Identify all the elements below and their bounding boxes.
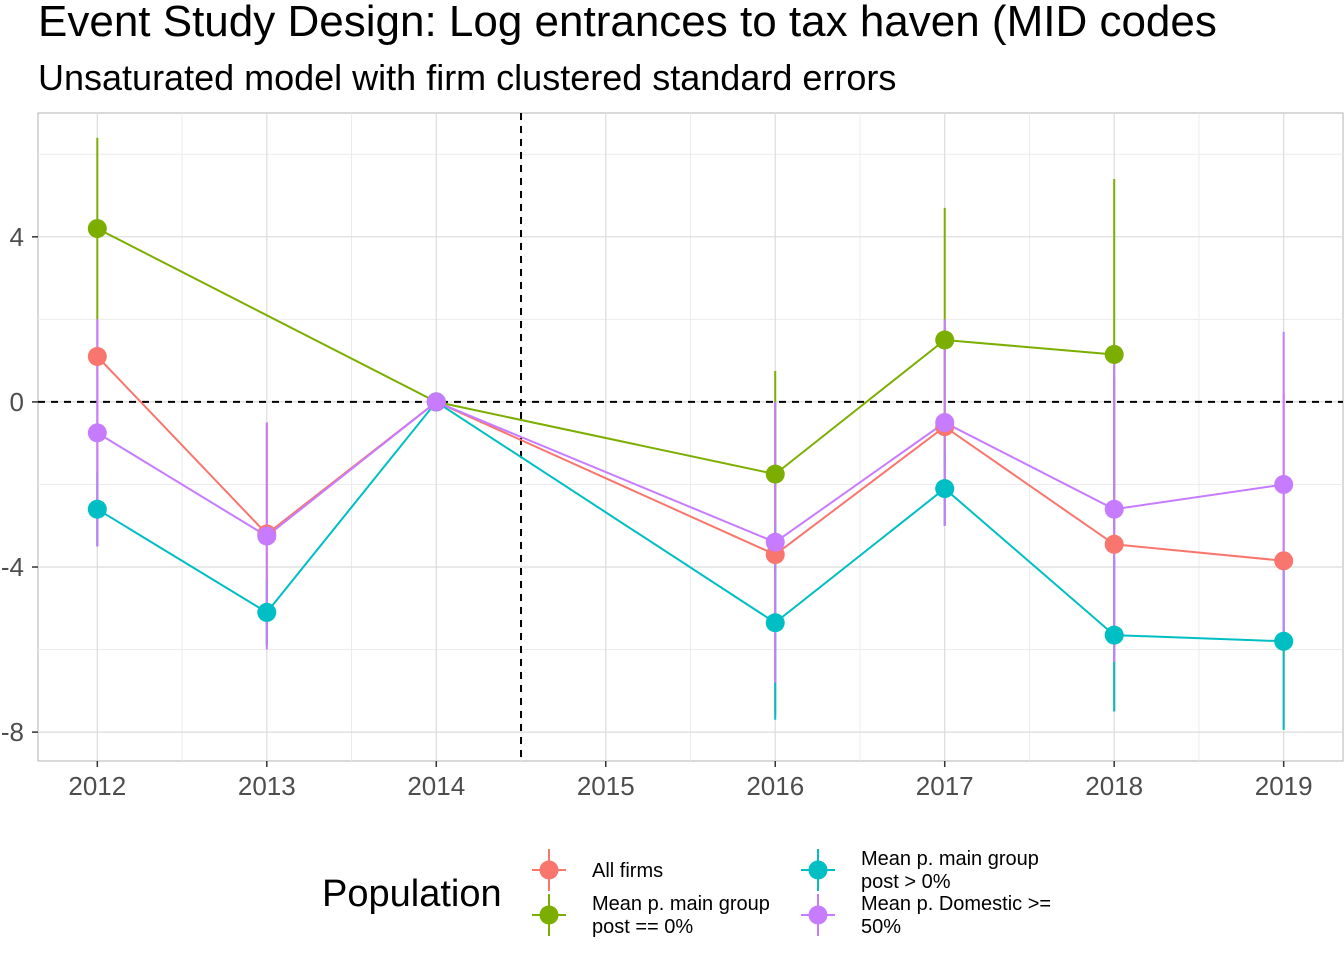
legend-label-zero: Mean p. main group [592,893,770,915]
data-point-dom [426,392,446,412]
x-tick-label: 2018 [1085,771,1143,801]
y-tick-label: -8 [1,717,24,747]
legend-label-zero-2: post == 0% [592,916,693,938]
data-point-all [87,347,107,367]
legend-label-dom-2: 50% [861,916,901,938]
legend-key-point-zero [539,905,559,925]
x-tick-label: 2012 [68,771,126,801]
data-point-dom [257,526,277,546]
x-tick-label: 2016 [746,771,804,801]
y-tick-label: 0 [10,387,24,417]
legend-label-all: All firms [592,860,663,882]
data-point-dom [935,413,955,433]
x-tick-label: 2014 [407,771,465,801]
legend-label-dom: Mean p. Domestic >= [861,893,1051,915]
data-point-pos [257,602,277,622]
data-point-all [1274,551,1294,571]
x-tick-label: 2013 [238,771,296,801]
legend-key-point-pos [808,860,828,880]
legend-label-pos-2: post > 0% [861,871,951,893]
legend-key-point-all [539,860,559,880]
data-point-pos [1104,625,1124,645]
data-point-zero [87,219,107,239]
y-tick-label: -4 [1,552,24,582]
data-point-dom [1274,474,1294,494]
legend-key-point-dom [808,905,828,925]
data-point-zero [1104,344,1124,364]
data-point-dom [87,423,107,443]
data-point-dom [1104,499,1124,519]
x-tick-label: 2015 [577,771,635,801]
legend-title: Population [322,873,502,915]
data-point-pos [1274,631,1294,651]
data-point-pos [87,499,107,519]
data-point-dom [765,532,785,552]
data-point-pos [765,613,785,633]
data-point-all [1104,534,1124,554]
data-point-zero [935,330,955,350]
legend-label-pos: Mean p. main group [861,848,1039,870]
chart-subtitle: Unsaturated model with firm clustered st… [38,57,897,98]
x-tick-label: 2017 [916,771,974,801]
chart-title: Event Study Design: Log entrances to tax… [38,0,1217,46]
y-tick-label: 4 [10,222,24,252]
x-tick-label: 2019 [1255,771,1313,801]
data-point-pos [935,479,955,499]
data-point-zero [765,464,785,484]
plot-panel: -8 -4 0 4 2012 2013 2014 2015 2016 2017 2018 2019 [1,112,1344,801]
